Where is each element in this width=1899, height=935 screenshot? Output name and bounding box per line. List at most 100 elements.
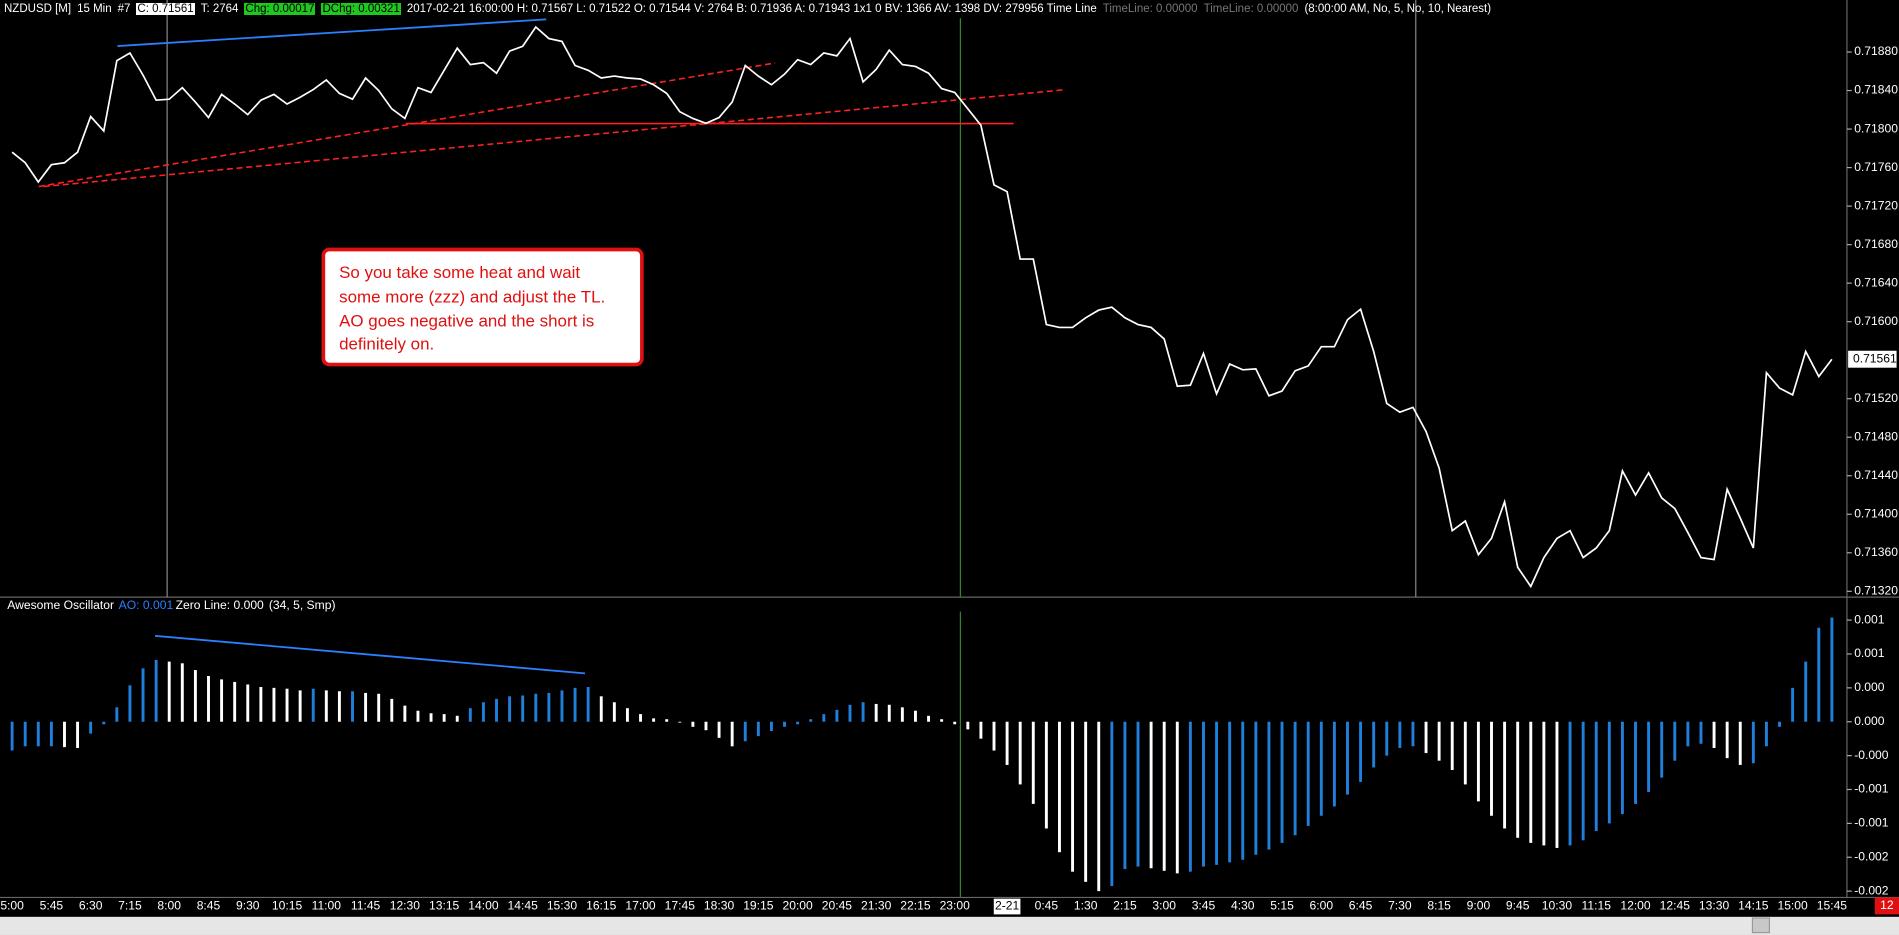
ao-bar bbox=[1712, 721, 1716, 748]
ao-bar bbox=[495, 698, 498, 722]
annotation-text: some more (zzz) and adjust the TL. bbox=[339, 287, 605, 306]
ao-bar bbox=[1306, 721, 1310, 826]
ao-bar bbox=[10, 721, 14, 751]
ao-bar bbox=[259, 687, 263, 722]
ao-bar bbox=[1424, 721, 1428, 754]
x-tick-label: 10:15 bbox=[272, 899, 303, 913]
ao-bar bbox=[822, 714, 826, 722]
x-tick-label: 6:45 bbox=[1349, 899, 1373, 913]
ao-bar bbox=[1751, 721, 1755, 764]
ao-bar bbox=[193, 670, 197, 722]
x-tick-label: 12:30 bbox=[390, 899, 421, 913]
y-tick-label: -0.000 bbox=[1854, 748, 1889, 762]
annotation-text: AO goes negative and the short is bbox=[339, 312, 594, 331]
annotation-text: So you take some heat and wait bbox=[339, 263, 580, 282]
ao-bar bbox=[1791, 687, 1795, 722]
ao-bar bbox=[612, 702, 616, 722]
ao-bar bbox=[1817, 627, 1821, 722]
y-tick-label: 0.71600 bbox=[1854, 314, 1898, 328]
ao-bar bbox=[665, 719, 669, 722]
y-tick-label: 0.71760 bbox=[1854, 160, 1898, 174]
ao-bar bbox=[1058, 721, 1061, 853]
ao-bar bbox=[1346, 721, 1349, 795]
annotation-box bbox=[321, 247, 644, 367]
ao-bar bbox=[1188, 721, 1192, 872]
x-tick-label: 5:15 bbox=[1270, 899, 1294, 913]
ao-bar bbox=[1725, 721, 1729, 759]
ao-bar bbox=[783, 721, 786, 727]
y-tick-label: 0.001 bbox=[1854, 612, 1885, 626]
ao-bar bbox=[1202, 721, 1205, 867]
x-tick-label: 5:45 bbox=[40, 899, 64, 913]
indicator-params: (34, 5, Smp) bbox=[269, 598, 336, 612]
y-tick-label: 0.71680 bbox=[1854, 237, 1898, 251]
y-tick-label: -0.002 bbox=[1854, 849, 1889, 863]
x-tick-label: 5:00 bbox=[0, 899, 24, 913]
x-tick-label: 13:30 bbox=[1699, 899, 1730, 913]
ao-bar bbox=[809, 719, 813, 722]
ao-bar bbox=[704, 721, 708, 731]
x-tick-label: 1:30 bbox=[1074, 899, 1098, 913]
y-tick-label: 0.71360 bbox=[1854, 545, 1898, 559]
x-tick-label: 2:15 bbox=[1113, 899, 1137, 913]
timeline-value: TimeLine: 0.00000 bbox=[1203, 3, 1299, 15]
ao-bar bbox=[1581, 721, 1585, 841]
ao-bar bbox=[298, 690, 302, 722]
ao-bar bbox=[1018, 721, 1022, 785]
ao-bar bbox=[233, 681, 237, 722]
timeline-value: TimeLine: 0.00000 bbox=[1102, 3, 1198, 15]
ao-bar bbox=[481, 702, 485, 722]
ao-bar bbox=[1228, 721, 1232, 863]
x-tick-label: 14:00 bbox=[468, 899, 499, 913]
x-tick-label: 21:30 bbox=[861, 899, 892, 913]
ao-bar bbox=[220, 679, 224, 722]
ao-bar bbox=[1476, 721, 1480, 802]
ao-bar bbox=[1110, 721, 1114, 887]
ao-bar bbox=[717, 721, 721, 738]
y-tick-label: 0.000 bbox=[1854, 714, 1885, 728]
ao-bar bbox=[1516, 721, 1520, 838]
y-tick-label: 0.000 bbox=[1854, 680, 1885, 694]
ao-bar bbox=[468, 708, 472, 722]
ao-bar bbox=[835, 709, 839, 722]
y-tick-label: 0.71840 bbox=[1854, 83, 1898, 97]
ao-bar bbox=[1215, 721, 1219, 865]
change: Chg: 0.00017 bbox=[244, 3, 316, 15]
x-tick-label: 14:15 bbox=[1738, 899, 1769, 913]
x-tick-label: 15:30 bbox=[547, 899, 578, 913]
ao-bar bbox=[586, 687, 590, 722]
date-label-box bbox=[993, 898, 1021, 915]
ao-bar bbox=[1097, 721, 1101, 892]
ao-bar bbox=[1686, 721, 1690, 747]
scrollbar[interactable] bbox=[0, 916, 1899, 935]
symbol: NZDUSD [M] bbox=[4, 3, 72, 15]
ao-bar bbox=[36, 721, 40, 747]
ao-bar bbox=[1529, 721, 1533, 843]
ao-bar bbox=[1293, 721, 1297, 836]
ao-bar bbox=[639, 714, 642, 722]
x-tick-label: 6:00 bbox=[1310, 899, 1334, 913]
x-tick-label: 0:45 bbox=[1035, 899, 1059, 913]
ao-bar bbox=[691, 721, 695, 727]
ao-bar bbox=[730, 721, 734, 747]
x-tick-label: 15:00 bbox=[1777, 899, 1808, 913]
scroll-thumb[interactable] bbox=[1751, 917, 1771, 934]
x-tick-label: 11:00 bbox=[312, 899, 342, 913]
ao-bar bbox=[521, 695, 525, 722]
ao-bar bbox=[1136, 721, 1140, 867]
ao-bar bbox=[455, 715, 459, 722]
y-tick-label: -0.001 bbox=[1854, 816, 1889, 830]
ao-bar bbox=[1490, 721, 1493, 816]
ao-bar bbox=[1634, 721, 1637, 804]
ao-bar bbox=[1162, 721, 1166, 871]
ao-bar bbox=[1555, 721, 1559, 848]
bar-info: 2017-02-21 16:00:00 H: 0.71567 L: 0.7152… bbox=[406, 3, 1097, 15]
x-tick-label: 20:45 bbox=[822, 899, 853, 913]
ao-bar bbox=[756, 721, 760, 737]
ao-bar bbox=[390, 698, 394, 722]
x-tick-label: 9:30 bbox=[236, 899, 260, 913]
ao-bar bbox=[1594, 721, 1598, 832]
ao-bar bbox=[246, 684, 250, 722]
